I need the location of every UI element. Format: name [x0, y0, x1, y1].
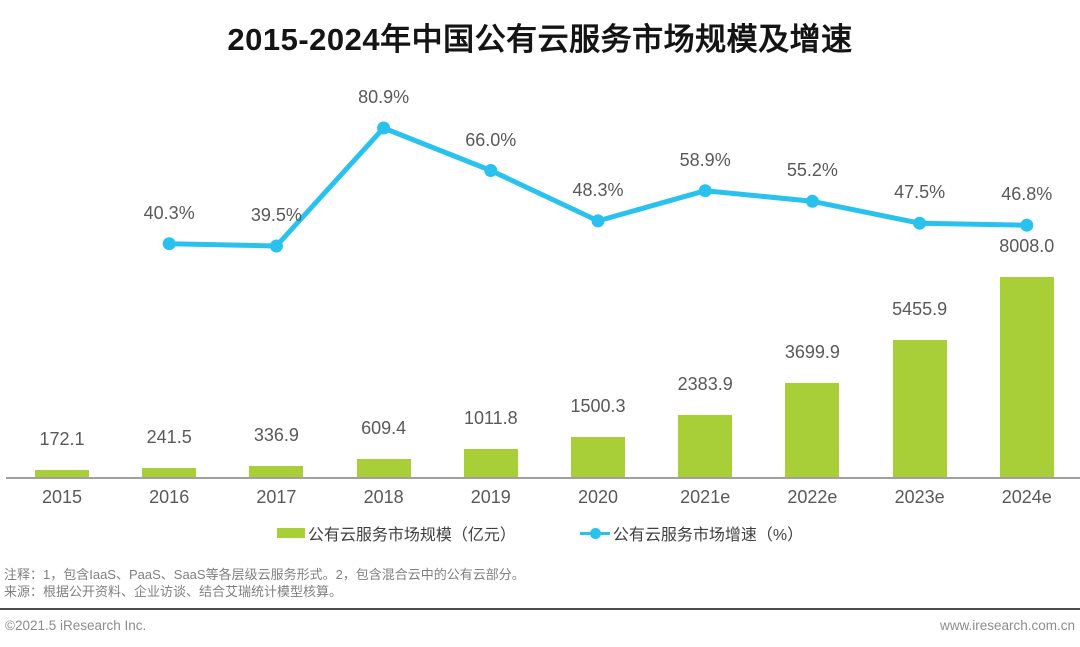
x-axis-label: 2022e [787, 487, 838, 507]
bar-value-label: 241.5 [146, 427, 192, 447]
footer: ©2021.5 iResearch Inc. www.iresearch.com… [0, 618, 1080, 633]
bar-swatch-icon [276, 528, 305, 538]
growth-point-label: 58.9% [679, 149, 731, 170]
line-point [591, 214, 605, 228]
x-axis-label: 2020 [577, 487, 619, 507]
growth-point-label: 80.9% [358, 87, 410, 108]
bar-2019 [463, 449, 518, 477]
bar-value-label: 609.4 [361, 418, 407, 438]
bar-value-label: 1500.3 [570, 396, 626, 416]
line-point [805, 194, 819, 208]
bar-value-label: 3699.9 [784, 342, 840, 362]
x-axis-label: 2024e [1001, 487, 1052, 507]
bar-2023e [892, 340, 947, 477]
growth-point-label: 46.8% [1001, 184, 1053, 205]
x-axis-line [6, 477, 1080, 479]
growth-point-label: 66.0% [465, 129, 517, 150]
x-axis-label: 2023e [894, 487, 945, 507]
chart-plot-area: 172.1 2015 241.5 2016 336.9 2017 609.4 2018 1011… [0, 70, 1080, 518]
legend-item-market-size: 公有云服务市场规模（亿元） [276, 521, 516, 545]
note-line-2: 来源：根据公开资料、企业访谈、结合艾瑞统计模型核算。 [4, 584, 343, 599]
bar-value-label: 2383.9 [677, 374, 733, 394]
line-point [377, 121, 391, 135]
x-axis-label: 2015 [41, 487, 83, 507]
note-line-1: 注释：1，包含IaaS、PaaS、SaaS等各层级云服务形式。2，包含混合云中的… [4, 567, 525, 582]
x-axis-label: 2018 [363, 487, 404, 507]
line-marker-icon [579, 527, 610, 539]
bar-2016 [142, 468, 197, 477]
bar-value-label: 8008.0 [999, 236, 1055, 256]
line-point [484, 164, 498, 177]
legend-label-market-size: 公有云服务市场规模（亿元） [307, 527, 516, 544]
x-axis-label: 2021e [680, 487, 731, 507]
legend-label-growth-rate: 公有云服务市场增速（%） [612, 527, 804, 544]
bar-2022e [785, 383, 840, 477]
footer-url: www.iresearch.com.cn [939, 618, 1075, 633]
growth-point-label: 55.2% [786, 160, 838, 181]
bar-2017 [249, 466, 304, 477]
bar-value-label: 5455.9 [892, 299, 948, 319]
line-point [698, 184, 712, 198]
line-point [162, 237, 176, 251]
bar-2020 [571, 437, 625, 477]
legend-item-growth-rate: 公有云服务市场增速（%） [579, 521, 804, 545]
footer-copyright: ©2021.5 iResearch Inc. [5, 618, 147, 633]
bar-2018 [356, 459, 411, 477]
footer-separator [0, 608, 1080, 610]
line-marker-dot [589, 527, 601, 539]
growth-point-label: 39.5% [250, 205, 302, 226]
line-point [1020, 218, 1034, 232]
x-axis-label: 2019 [470, 487, 511, 507]
x-axis-label: 2017 [256, 487, 297, 507]
growth-point-label: 47.5% [894, 182, 946, 203]
legend: 公有云服务市场规模（亿元） 公有云服务市场增速（%） [0, 521, 1080, 545]
chart-title: 2015-2024年中国公有云服务市场规模及增速 [227, 22, 853, 57]
bar-2024e [999, 277, 1054, 477]
line-point [913, 216, 927, 230]
bar-2015 [35, 470, 89, 477]
bar-2021e [678, 415, 733, 477]
bar-value-label: 172.1 [39, 429, 85, 449]
notes: 注释：1，包含IaaS、PaaS、SaaS等各层级云服务形式。2，包含混合云中的… [4, 566, 525, 600]
bar-value-label: 1011.8 [463, 408, 518, 428]
line-point [269, 239, 283, 253]
x-axis-label: 2016 [149, 487, 190, 507]
growth-point-label: 48.3% [572, 179, 624, 200]
growth-point-label: 40.3% [143, 202, 195, 223]
bar-value-label: 336.9 [253, 425, 299, 445]
